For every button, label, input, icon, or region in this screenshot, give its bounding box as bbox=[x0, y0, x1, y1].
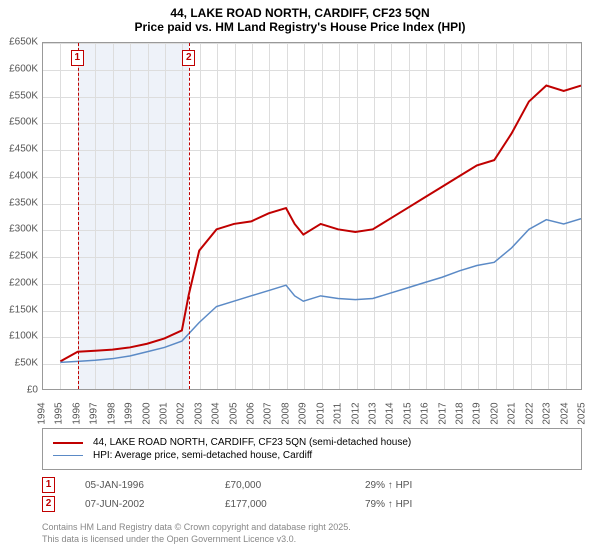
y-axis-tick: £250K bbox=[9, 251, 38, 262]
x-axis-tick: 2002 bbox=[176, 399, 187, 429]
x-axis-tick: 2024 bbox=[559, 399, 570, 429]
x-axis-tick: 1994 bbox=[37, 399, 48, 429]
y-axis-tick: £350K bbox=[9, 197, 38, 208]
x-axis-tick: 2025 bbox=[577, 399, 588, 429]
transaction-table: 1 05-JAN-1996£70,00029% ↑ HPI 2 07-JUN-2002… bbox=[42, 474, 505, 515]
y-axis-tick: £500K bbox=[9, 117, 38, 128]
x-axis-tick: 2003 bbox=[193, 399, 204, 429]
y-axis-tick: £300K bbox=[9, 224, 38, 235]
legend-item: 44, LAKE ROAD NORTH, CARDIFF, CF23 5QN (… bbox=[53, 437, 571, 448]
legend-swatch bbox=[53, 442, 83, 444]
x-axis-tick: 2016 bbox=[420, 399, 431, 429]
row-marker: 1 bbox=[42, 477, 55, 493]
hpi-difference: 29% ↑ HPI bbox=[365, 480, 505, 491]
y-axis-tick: £100K bbox=[9, 331, 38, 342]
legend-label: HPI: Average price, semi-detached house,… bbox=[93, 450, 312, 461]
x-axis-tick: 2017 bbox=[437, 399, 448, 429]
table-row: 2 07-JUN-2002£177,00079% ↑ HPI bbox=[42, 496, 505, 512]
transaction-date: 07-JUN-2002 bbox=[85, 499, 225, 510]
legend: 44, LAKE ROAD NORTH, CARDIFF, CF23 5QN (… bbox=[42, 428, 582, 470]
y-axis-tick: £200K bbox=[9, 277, 38, 288]
y-axis-tick: £150K bbox=[9, 304, 38, 315]
x-axis-tick: 2008 bbox=[280, 399, 291, 429]
x-axis-tick: 2010 bbox=[315, 399, 326, 429]
x-axis-tick: 2004 bbox=[211, 399, 222, 429]
x-axis-tick: 2011 bbox=[333, 399, 344, 429]
y-axis-tick: £50K bbox=[15, 358, 38, 369]
x-axis-tick: 2023 bbox=[542, 399, 553, 429]
chart-container: 44, LAKE ROAD NORTH, CARDIFF, CF23 5QN P… bbox=[0, 0, 600, 560]
x-axis-tick: 2021 bbox=[507, 399, 518, 429]
legend-label: 44, LAKE ROAD NORTH, CARDIFF, CF23 5QN (… bbox=[93, 437, 411, 448]
chart-subtitle: Price paid vs. HM Land Registry's House … bbox=[0, 20, 600, 38]
legend-swatch bbox=[53, 455, 83, 457]
marker-line bbox=[78, 43, 79, 389]
copyright-credit: Contains HM Land Registry data © Crown c… bbox=[42, 522, 351, 545]
x-axis-tick: 2001 bbox=[158, 399, 169, 429]
x-axis-tick: 2007 bbox=[263, 399, 274, 429]
y-axis-tick: £450K bbox=[9, 144, 38, 155]
row-marker: 2 bbox=[42, 496, 55, 512]
x-axis-tick: 2013 bbox=[367, 399, 378, 429]
x-axis-tick: 1996 bbox=[71, 399, 82, 429]
marker-line bbox=[189, 43, 190, 389]
transaction-marker: 2 bbox=[182, 50, 195, 66]
credit-line-1: Contains HM Land Registry data © Crown c… bbox=[42, 522, 351, 534]
y-axis-tick: £650K bbox=[9, 37, 38, 48]
x-axis-tick: 2009 bbox=[298, 399, 309, 429]
x-axis-tick: 2006 bbox=[246, 399, 257, 429]
y-axis-tick: £600K bbox=[9, 63, 38, 74]
x-axis-tick: 2012 bbox=[350, 399, 361, 429]
chart-svg bbox=[43, 43, 581, 389]
legend-item: HPI: Average price, semi-detached house,… bbox=[53, 450, 571, 461]
chart-plot-area bbox=[42, 42, 582, 390]
x-axis-tick: 2022 bbox=[524, 399, 535, 429]
credit-line-2: This data is licensed under the Open Gov… bbox=[42, 534, 351, 546]
x-axis-tick: 2005 bbox=[228, 399, 239, 429]
transaction-date: 05-JAN-1996 bbox=[85, 480, 225, 491]
x-axis-tick: 1995 bbox=[54, 399, 65, 429]
x-axis-tick: 2018 bbox=[455, 399, 466, 429]
series-line-price_paid bbox=[60, 86, 581, 362]
x-axis-tick: 2014 bbox=[385, 399, 396, 429]
y-axis-tick: £400K bbox=[9, 170, 38, 181]
series-line-hpi bbox=[60, 219, 581, 363]
x-axis-tick: 1999 bbox=[124, 399, 135, 429]
chart-title: 44, LAKE ROAD NORTH, CARDIFF, CF23 5QN bbox=[0, 0, 600, 20]
hpi-difference: 79% ↑ HPI bbox=[365, 499, 505, 510]
x-axis-tick: 1998 bbox=[106, 399, 117, 429]
transaction-price: £177,000 bbox=[225, 499, 365, 510]
x-axis-tick: 2019 bbox=[472, 399, 483, 429]
transaction-price: £70,000 bbox=[225, 480, 365, 491]
x-axis-tick: 2015 bbox=[402, 399, 413, 429]
x-axis-tick: 2020 bbox=[489, 399, 500, 429]
y-axis-tick: £0 bbox=[27, 385, 38, 396]
x-axis-tick: 1997 bbox=[89, 399, 100, 429]
x-axis-tick: 2000 bbox=[141, 399, 152, 429]
y-axis-tick: £550K bbox=[9, 90, 38, 101]
table-row: 1 05-JAN-1996£70,00029% ↑ HPI bbox=[42, 477, 505, 493]
transaction-marker: 1 bbox=[71, 50, 84, 66]
